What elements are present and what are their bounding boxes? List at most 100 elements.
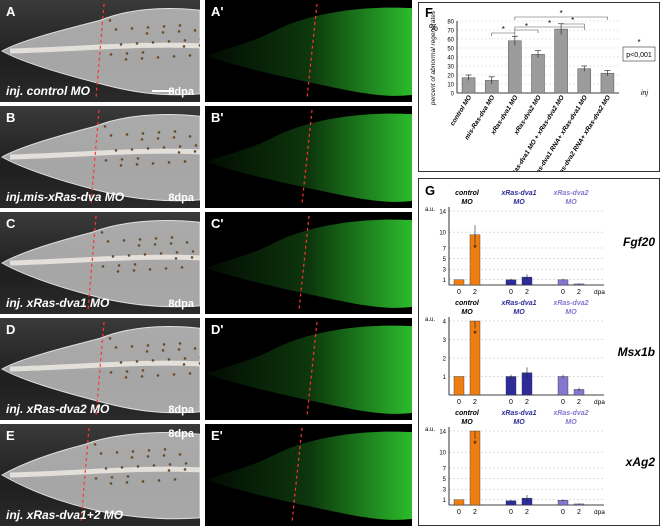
significance-star: * (560, 9, 563, 18)
pigment-dot (100, 452, 103, 455)
pigment-dot (115, 149, 118, 152)
x-tick-label: 0 (561, 399, 565, 406)
pigment-dot (183, 363, 186, 366)
pigment-dot (110, 371, 113, 374)
panel-letter: E' (211, 428, 223, 443)
x-tick-label: 2 (473, 289, 477, 296)
pigment-dot (137, 465, 140, 468)
bar-3 (506, 377, 516, 396)
panel-letter: D (6, 322, 15, 337)
y-tick-label: 3 (443, 488, 447, 494)
group-label: xRas-dva1 (500, 190, 536, 197)
x-tick-label: 0 (561, 509, 565, 516)
pigment-dot (120, 43, 123, 46)
y-tick-label: 14 (439, 430, 446, 436)
pigment-dot (175, 257, 178, 260)
fluorescence-illustration (205, 318, 412, 420)
pigment-dot (152, 359, 155, 362)
y-tick-label: 5 (443, 257, 447, 263)
x-tick-label: 0 (509, 289, 513, 296)
pigment-dot (181, 266, 184, 269)
pigment-dot (149, 268, 152, 271)
y-tick-label: 70 (447, 29, 454, 35)
pigment-dot (179, 145, 182, 148)
pigment-dot (174, 478, 177, 481)
fluorescence-illustration (205, 424, 412, 526)
pigment-dot (115, 28, 118, 31)
x-tick-label: 2 (525, 289, 529, 296)
pigment-dot (173, 55, 176, 58)
pigment-dot (157, 56, 160, 59)
pigment-dot (120, 361, 123, 364)
pigment-dot (155, 237, 158, 240)
dpa-label: 8dpa (168, 86, 194, 98)
y-tick-label: 10 (439, 451, 446, 457)
fluo-panel-b: B' (205, 106, 412, 208)
panel-letter: C (6, 216, 15, 231)
dpa-label: 8dpa (168, 298, 194, 310)
y-tick-label: 3 (443, 338, 447, 344)
pigment-dot (178, 30, 181, 33)
y-tick-label: 30 (447, 65, 454, 71)
panel-caption: inj. xRas-dva2 MO (6, 402, 109, 416)
group-label-mo: MO (461, 419, 473, 426)
dpa-label: dpa (594, 289, 605, 296)
pigment-dot (118, 264, 121, 267)
pigment-dot (142, 132, 145, 135)
pigment-dot (147, 26, 150, 29)
pigment-dot (189, 372, 192, 375)
pigment-dot (126, 370, 129, 373)
x-tick-label: 2 (473, 399, 477, 406)
panel-g-chart: controlMOxRas-dva1MOxRas-dva2MOa.u.13571… (419, 179, 659, 525)
pigment-dot (164, 448, 167, 451)
pigment-dot (131, 148, 134, 151)
pigment-dot (154, 243, 157, 246)
pigment-dot (102, 265, 105, 268)
x-tick-label: 0 (509, 399, 513, 406)
panel-caption: inj. xRas-dva1 MO (6, 296, 109, 310)
legend-text: p<0,001 (626, 52, 652, 59)
y-tick-label: 7 (443, 247, 447, 253)
legend-star: * (637, 38, 640, 47)
x-tick-label: 2 (525, 399, 529, 406)
pigment-dot (165, 267, 168, 270)
group-label: xRas-dva2 (552, 190, 588, 197)
pigment-dot (170, 242, 173, 245)
pigment-dot (110, 134, 113, 137)
y-tick-label: 0 (451, 92, 455, 98)
pigment-dot (185, 462, 188, 465)
pigment-dot (136, 360, 139, 363)
pigment-dot (148, 449, 151, 452)
y-tick-label: 40 (447, 56, 454, 62)
pigment-dot (168, 358, 171, 361)
bar-5 (555, 29, 568, 93)
panel-letter: B (6, 110, 15, 125)
significance-star: * (473, 439, 477, 449)
y-tick-label: 5 (443, 477, 447, 483)
group-label-mo: MO (513, 419, 525, 426)
x-tick-label: 0 (457, 509, 461, 516)
x-tick-label: 0 (457, 399, 461, 406)
y-tick-label: 80 (447, 20, 454, 26)
pigment-dot (160, 252, 163, 255)
scale-bar (152, 90, 174, 92)
group-label-mo: MO (565, 419, 577, 426)
pigment-dot (142, 51, 145, 54)
category-label: control MO (449, 94, 473, 127)
pigment-dot (142, 480, 145, 483)
pigment-dot (189, 54, 192, 57)
y-tick-label: 1 (443, 375, 447, 381)
pigment-dot (115, 346, 118, 349)
pigment-dot (163, 25, 166, 28)
pigment-dot (179, 342, 182, 345)
fluo-panel-e: E' (205, 424, 412, 526)
pigment-dot (168, 469, 171, 472)
pigment-dot (147, 455, 150, 458)
pigment-dot (186, 241, 189, 244)
gene-label: xAg2 (625, 455, 656, 469)
